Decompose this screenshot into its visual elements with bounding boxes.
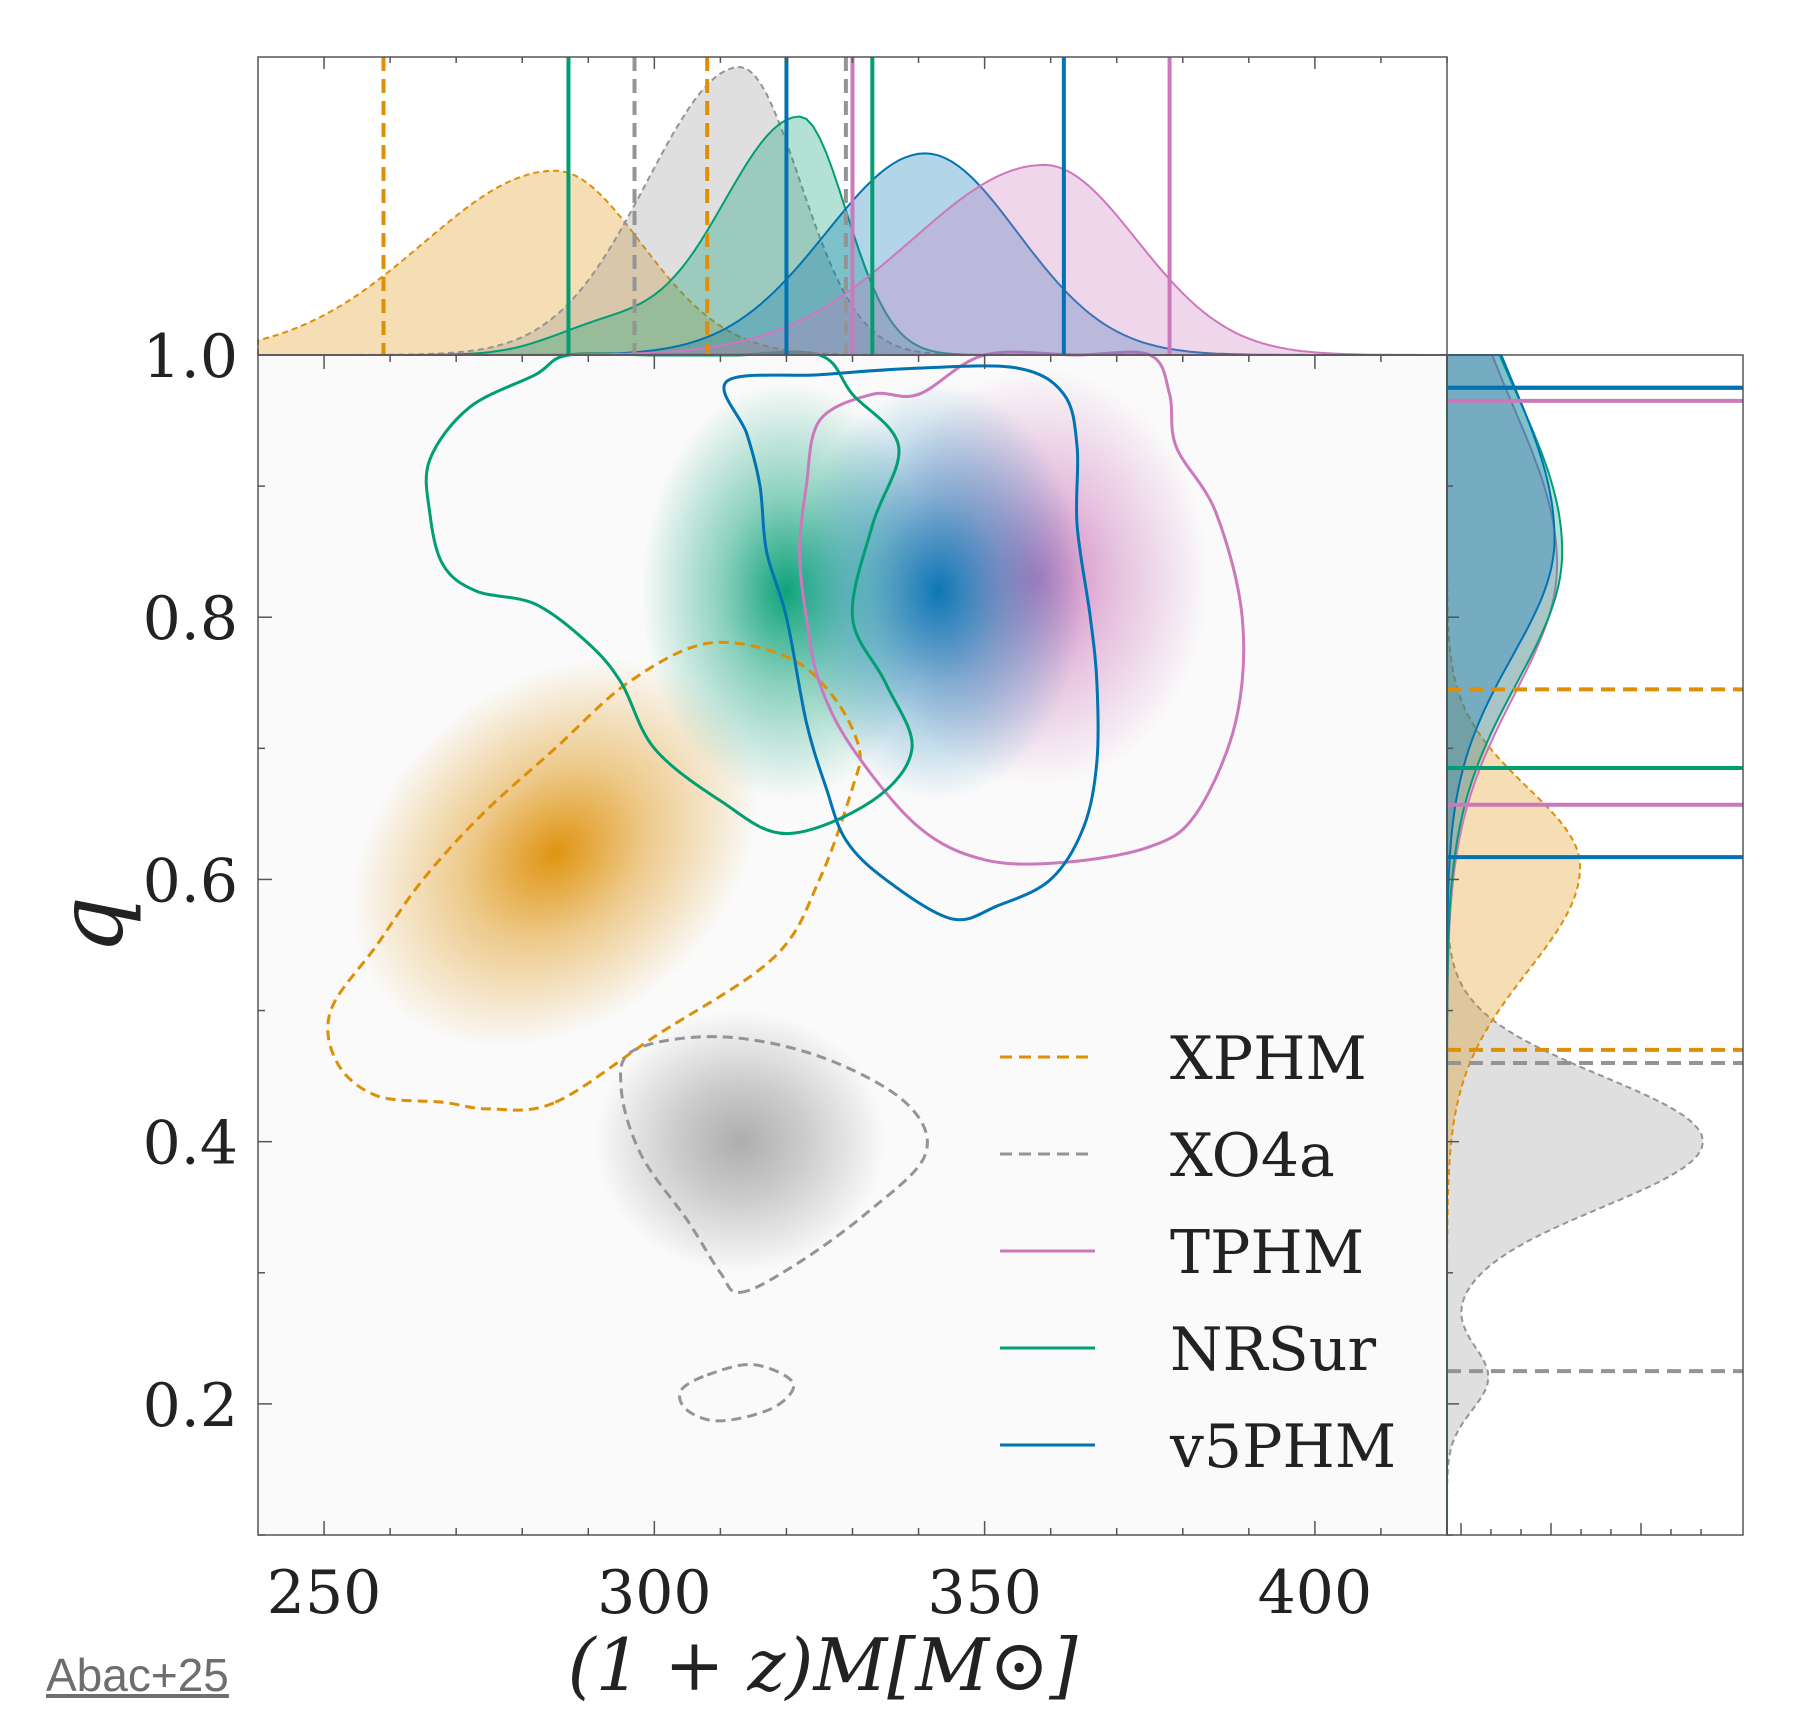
axes-layer: 250 300 350 400 0.2 0.4 0.6 0.8 1.0 (1 + z)M[M⊙] q bbox=[39, 56, 1744, 1707]
density-xo4a bbox=[594, 1010, 886, 1273]
contour-nrsur bbox=[424, 350, 914, 836]
legend: XPHM XO4a TPHM NRSur v5PHM bbox=[1000, 1024, 1396, 1482]
right-marginal-frame bbox=[1446, 354, 1744, 1536]
citation-link[interactable]: Abac+25 bbox=[46, 1649, 229, 1701]
right-marginal-xphm bbox=[1446, 355, 1582, 1535]
legend-label-xo4a: XO4a bbox=[1170, 1121, 1335, 1191]
density-xphm bbox=[351, 658, 760, 1048]
right-marginal-layer bbox=[1446, 354, 1743, 1535]
legend-label-nrsur: NRSur bbox=[1170, 1315, 1376, 1385]
x-tick-label: 400 bbox=[1258, 1558, 1373, 1628]
y-tick-label: 0.8 bbox=[143, 584, 238, 654]
y-tick-label: 0.2 bbox=[143, 1371, 238, 1441]
y-tick-label: 0.6 bbox=[143, 846, 238, 916]
contour-xo4a-2 bbox=[678, 1362, 796, 1423]
x-tick-label: 250 bbox=[267, 1558, 382, 1628]
contour-xo4a-1 bbox=[619, 1035, 929, 1294]
legend-label-tphm: TPHM bbox=[1170, 1218, 1364, 1288]
density-v5phm bbox=[793, 381, 1084, 801]
x-axis-label: (1 + z)M[M⊙] bbox=[568, 1623, 1079, 1707]
x-tick-label: 300 bbox=[597, 1558, 712, 1628]
y-tick-label: 0.4 bbox=[143, 1109, 238, 1179]
x-tick-label: 350 bbox=[927, 1558, 1042, 1628]
density-layer bbox=[258, 355, 1447, 1535]
y-axis-label: q bbox=[39, 896, 144, 954]
contour-v5phm bbox=[722, 364, 1100, 922]
contour-tphm bbox=[798, 350, 1246, 866]
legend-label-v5phm: v5PHM bbox=[1169, 1412, 1396, 1482]
contours-layer bbox=[326, 350, 1246, 1423]
contour-xphm bbox=[326, 640, 862, 1112]
legend-label-xphm: XPHM bbox=[1170, 1024, 1367, 1094]
y-tick-label: 1.0 bbox=[143, 322, 238, 392]
top-marginal-layer bbox=[257, 57, 1447, 356]
